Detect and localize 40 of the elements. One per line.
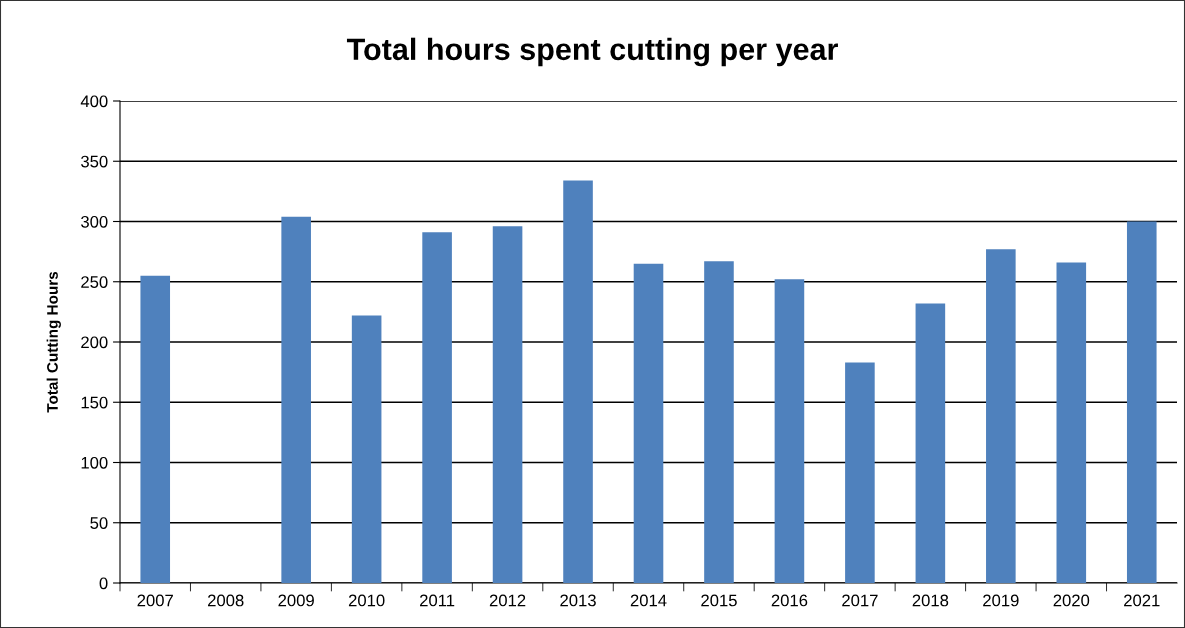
bar [563, 180, 593, 583]
bar [422, 232, 452, 583]
x-tick-label: 2018 [912, 594, 949, 607]
x-tick-label: 2015 [701, 594, 737, 607]
x-tick-label: 2011 [420, 594, 455, 607]
bar [845, 362, 875, 583]
x-tick-label: 2012 [489, 594, 526, 607]
bar [633, 263, 664, 583]
x-tick-label: 2019 [983, 594, 1019, 607]
bar [986, 249, 1016, 583]
y-tick-label: 150 [81, 396, 108, 409]
bar [140, 275, 171, 583]
bar [774, 279, 805, 583]
bar [351, 315, 382, 583]
x-tick-label: 2020 [1053, 594, 1090, 607]
chart-title: Total hours spent cutting per year [346, 37, 838, 67]
y-tick-label: 350 [81, 155, 108, 168]
y-tick-label: 50 [90, 517, 108, 529]
x-tick-label: 2013 [560, 594, 596, 607]
y-axis-title: Total Cutting Hours [46, 271, 61, 413]
bar [281, 216, 311, 583]
y-tick-label: 300 [81, 215, 108, 228]
x-tick-label: 2014 [630, 594, 667, 607]
x-tick-label: 2009 [278, 594, 314, 607]
x-tick-label: 2010 [348, 594, 385, 607]
x-tick-label: 2017 [842, 594, 878, 607]
y-tick-label: 250 [81, 276, 108, 288]
y-tick-label: 200 [81, 336, 108, 349]
y-tick-label: 0 [99, 577, 108, 590]
x-tick-label: 2007 [137, 594, 173, 607]
bar [492, 226, 523, 583]
bar [915, 303, 946, 583]
y-tick-label: 400 [80, 95, 108, 108]
bar [1056, 262, 1087, 583]
x-tick-label: 2021 [1124, 594, 1160, 607]
y-tick-label: 100 [81, 456, 108, 469]
bar [1126, 221, 1157, 583]
bar [704, 261, 734, 583]
x-tick-label: 2016 [771, 594, 808, 607]
x-tick-label: 2008 [208, 594, 244, 607]
